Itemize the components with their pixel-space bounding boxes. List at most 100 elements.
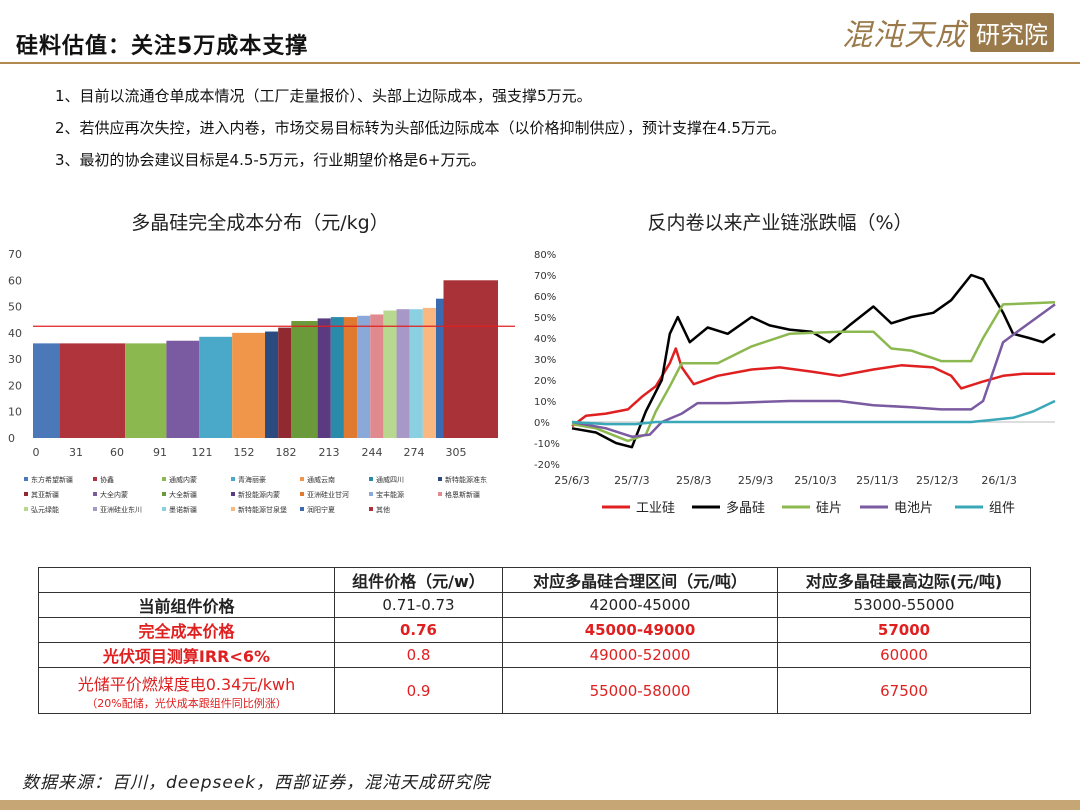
legend-swatch xyxy=(300,492,304,496)
legend-label: 亚洲硅业东川 xyxy=(100,505,142,514)
legend-swatch xyxy=(93,492,97,496)
logo-box: 研究院 xyxy=(970,12,1054,52)
table-row: 完全成本价格 0.76 45000-49000 57000 xyxy=(38,617,1031,643)
price-change-chart: -20% -10% 0% 10% 20% 30% 40% 50% 60% 70% 80% 25/6/3… xyxy=(534,250,1056,516)
legend-label: 新特能源准东 xyxy=(445,475,487,484)
cell-range: 42000-45000 xyxy=(502,592,778,618)
legend-label: 其他 xyxy=(376,505,390,514)
row-label-text: 完全成本价格 xyxy=(138,622,235,641)
cell-price: 0.76 xyxy=(334,617,503,643)
bar xyxy=(357,315,371,438)
logo-text: 混沌天成 xyxy=(842,18,966,53)
row-label-note: （20%配储，光伏成本跟组件同比例涨） xyxy=(86,696,287,710)
legend-label: 协鑫 xyxy=(100,475,114,484)
legend-swatch xyxy=(300,507,304,511)
y-tick-label: -10% xyxy=(534,439,560,450)
bar xyxy=(383,310,397,438)
bar xyxy=(265,331,279,438)
x-tick-label: 25/11/3 xyxy=(856,474,898,487)
cell-range: 55000-58000 xyxy=(502,667,778,714)
row-label: 当前组件价格 xyxy=(38,592,335,618)
legend-label: 硅片 xyxy=(816,501,842,516)
bullet-2: 2、若供应再次失控，进入内卷，市场交易目标转为头部低边际成本（以价格抑制供应），… xyxy=(55,119,786,137)
bar xyxy=(409,309,423,438)
x-tick-label: 182 xyxy=(276,446,297,459)
y-tick-label: 40 xyxy=(8,327,22,340)
bar xyxy=(422,307,436,438)
bar xyxy=(232,332,266,438)
bullet-1: 1、目前以流通仓单成本情况（工厂走量报价）、头部上边际成本，强支撑5万元。 xyxy=(55,87,592,105)
legend-label: 电池片 xyxy=(894,501,933,516)
footer-bar xyxy=(0,800,1080,810)
y-tick-label: 10% xyxy=(534,397,556,408)
table-header-max: 对应多晶硅最高边际(元/吨) xyxy=(777,567,1031,593)
x-tick-label: 91 xyxy=(153,446,167,459)
bar xyxy=(370,314,384,438)
x-tick-label: 213 xyxy=(319,446,340,459)
series-line-电池片 xyxy=(571,303,1056,438)
row-label: 光伏项目测算IRR<6% xyxy=(38,642,335,668)
y-tick-label: 10 xyxy=(8,406,22,419)
legend-swatch xyxy=(24,492,28,496)
change-chart-title: 反内卷以来产业链涨跌幅（%） xyxy=(647,212,913,234)
bar xyxy=(436,298,444,438)
table-header-row: 组件价格（元/w） 对应多晶硅合理区间（元/吨） 对应多晶硅最高边际(元/吨) xyxy=(38,567,1031,593)
y-tick-label: 50% xyxy=(534,313,556,324)
y-tick-label: 20 xyxy=(8,379,22,392)
legend-label: 新特能源甘泉堡 xyxy=(238,505,287,514)
y-tick-label: 0% xyxy=(534,418,550,429)
table-row: 光伏项目测算IRR<6% 0.8 49000-52000 60000 xyxy=(38,642,1031,668)
y-tick-label: 80% xyxy=(534,250,556,261)
valuation-table: 组件价格（元/w） 对应多晶硅合理区间（元/吨） 对应多晶硅最高边际(元/吨) … xyxy=(38,567,1031,714)
x-tick-label: 25/6/3 xyxy=(554,474,589,487)
cell-range: 49000-52000 xyxy=(502,642,778,668)
y-tick-label: 40% xyxy=(534,334,556,345)
x-tick-label: 26/1/3 xyxy=(981,474,1016,487)
legend-label: 其亚新疆 xyxy=(31,490,59,499)
cell-price: 0.8 xyxy=(334,642,503,668)
legend-swatch xyxy=(93,507,97,511)
x-tick-label: 305 xyxy=(446,446,467,459)
y-tick-label: 30% xyxy=(534,355,556,366)
table-body: 当前组件价格 0.71-0.73 42000-45000 53000-55000 完全成… xyxy=(38,592,1031,714)
row-label: 光储平价燃煤度电0.34元/kwh （20%配储，光伏成本跟组件同比例涨） xyxy=(38,667,335,714)
page-title: 硅料估值：关注5万成本支撑 xyxy=(16,34,309,59)
table-header-range: 对应多晶硅合理区间（元/吨） xyxy=(502,567,778,593)
legend-label: 新投能源内蒙 xyxy=(238,490,280,499)
y-tick-label: 60 xyxy=(8,274,22,287)
bar xyxy=(33,343,60,438)
legend-label: 通威内蒙 xyxy=(169,475,197,484)
cost-distribution-chart: 0 10 20 30 40 50 60 70 0 31 60 91 121 152 182 213 244 274… xyxy=(8,248,515,514)
row-label-text: 光伏项目测算IRR<6% xyxy=(102,647,271,666)
x-tick-label: 121 xyxy=(192,446,213,459)
bar xyxy=(330,317,344,438)
x-tick-label: 31 xyxy=(69,446,83,459)
bullet-list: 1、目前以流通仓单成本情况（工厂走量报价）、头部上边际成本，强支撑5万元。 2、… xyxy=(55,80,786,176)
bar xyxy=(291,321,318,438)
x-tick-label: 60 xyxy=(110,446,124,459)
legend-label: 润阳宁夏 xyxy=(307,505,335,514)
x-tick-label: 274 xyxy=(404,446,425,459)
y-tick-label: 30 xyxy=(8,353,22,366)
bullet-3: 3、最初的协会建议目标是4.5-5万元，行业期望价格是6+万元。 xyxy=(55,151,486,169)
legend-swatch xyxy=(162,507,166,511)
cell-price: 0.71-0.73 xyxy=(334,592,503,618)
legend-label: 多晶硅 xyxy=(726,500,765,516)
cell-max: 60000 xyxy=(777,642,1031,668)
legend-swatch xyxy=(300,477,304,481)
table-header-price: 组件价格（元/w） xyxy=(334,567,503,593)
row-label: 完全成本价格 xyxy=(38,617,335,643)
x-tick-label: 25/12/3 xyxy=(916,474,958,487)
legend-swatch xyxy=(24,507,28,511)
cell-price: 0.9 xyxy=(334,667,503,714)
bar xyxy=(396,309,410,438)
y-tick-label: 70 xyxy=(8,248,22,261)
data-source: 数据来源：百川，deepseek，西部证券，混沌天成研究院 xyxy=(22,773,491,793)
y-tick-label: 60% xyxy=(534,292,556,303)
table-header-empty xyxy=(38,567,335,593)
legend-swatch xyxy=(369,477,373,481)
legend-swatch xyxy=(369,492,373,496)
series-line-工业硅 xyxy=(571,347,1055,428)
legend-swatch xyxy=(438,477,442,481)
x-tick-label: 244 xyxy=(362,446,383,459)
